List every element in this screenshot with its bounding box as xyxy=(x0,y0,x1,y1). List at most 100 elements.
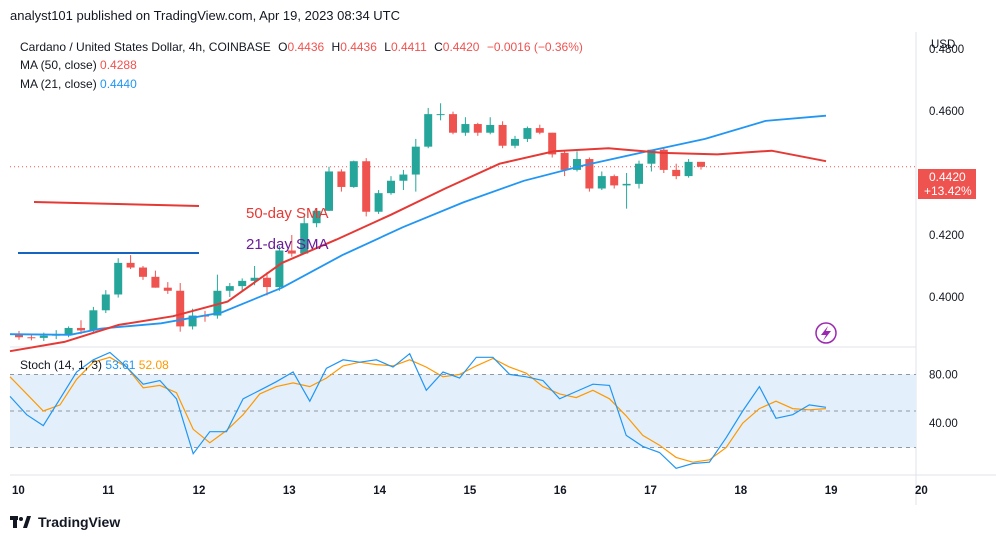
ma21-line xyxy=(9,114,827,336)
candle-body xyxy=(610,176,619,186)
candle-body xyxy=(399,174,408,181)
candle xyxy=(697,161,705,170)
candle-body xyxy=(424,114,433,147)
candle-body xyxy=(362,161,371,212)
candle-body xyxy=(27,337,36,339)
price-tick-label: 0.4200 xyxy=(929,230,964,242)
candle xyxy=(89,306,98,333)
close-value: 0.4420 xyxy=(442,40,480,54)
candle xyxy=(622,173,631,209)
candle xyxy=(374,190,383,214)
candle-body xyxy=(312,210,321,224)
candle-body xyxy=(126,262,135,268)
candle xyxy=(411,138,420,192)
candle-body xyxy=(684,161,693,177)
candle xyxy=(287,234,296,257)
candle-body xyxy=(300,223,309,254)
ma50-label: MA (50, close) xyxy=(20,58,97,72)
candle xyxy=(672,163,681,180)
last-price-value: 0.4420 xyxy=(929,170,966,184)
candle xyxy=(163,282,172,294)
candle-body xyxy=(523,128,532,139)
candle-body xyxy=(114,262,123,295)
candle xyxy=(635,160,643,189)
open-label: O xyxy=(278,40,288,54)
annotation-label-21: 21-day SMA xyxy=(246,236,329,253)
stoch-tick-label: 40.00 xyxy=(929,418,958,430)
candle-body xyxy=(225,286,234,291)
candle xyxy=(114,258,123,298)
annotation-label-50: 50-day SMA xyxy=(246,205,329,222)
candle-body xyxy=(473,124,482,133)
candle xyxy=(387,176,395,195)
candle-body xyxy=(585,159,594,189)
stoch-tick-label: 80.00 xyxy=(929,369,958,381)
candle xyxy=(349,160,358,188)
candle xyxy=(139,265,147,280)
candle xyxy=(511,135,519,149)
stoch-legend[interactable]: Stoch (14, 1, 3) 53.61 52.08 xyxy=(20,358,169,372)
close-label: C xyxy=(434,40,443,54)
stoch-k-value: 53.61 xyxy=(105,358,136,372)
stoch-d-value: 52.08 xyxy=(138,358,169,372)
time-tick-label: 14 xyxy=(373,485,386,497)
candle xyxy=(560,151,569,177)
candle xyxy=(473,122,482,136)
candle xyxy=(523,126,532,143)
candle xyxy=(176,283,185,332)
candle-body xyxy=(238,280,247,287)
candle xyxy=(449,111,457,135)
candle-body xyxy=(101,294,110,311)
candle xyxy=(188,308,197,330)
tradingview-logo-icon xyxy=(10,516,31,528)
ma50-value: 0.4288 xyxy=(100,58,137,72)
candle-body xyxy=(635,163,643,184)
stoch-d-line xyxy=(9,356,827,463)
candle xyxy=(535,124,544,135)
candle-body xyxy=(461,124,470,133)
candle xyxy=(362,158,371,217)
axes: 0.4800 0.4600 0.4200 0.4000 80.00 40.00 10 11 12… xyxy=(12,44,964,497)
candle-body xyxy=(213,290,222,316)
candle-body xyxy=(511,138,519,146)
candle-body xyxy=(560,152,569,170)
ma50-legend[interactable]: MA (50, close) 0.4288 xyxy=(20,58,137,72)
lightning-icon[interactable] xyxy=(815,322,837,344)
candle xyxy=(573,151,581,172)
candle-body xyxy=(250,277,259,281)
candle-body xyxy=(349,161,358,187)
candle xyxy=(101,290,110,314)
candle-body xyxy=(374,193,383,212)
candle xyxy=(424,107,433,149)
symbol-name: Cardano / United States Dollar, 4h, COIN… xyxy=(20,40,271,54)
time-tick-label: 12 xyxy=(193,485,206,497)
candle-body xyxy=(64,327,73,335)
last-price-change: +13.42% xyxy=(924,184,972,198)
ma21-legend[interactable]: MA (21, close) 0.4440 xyxy=(20,77,137,91)
candle xyxy=(647,149,656,172)
currency-label: USD xyxy=(931,39,955,51)
ma21-value: 0.4440 xyxy=(100,77,137,91)
candle xyxy=(300,215,309,254)
candle xyxy=(548,132,557,158)
open-value: 0.4436 xyxy=(287,40,325,54)
candle xyxy=(151,270,160,288)
candle xyxy=(15,331,23,340)
time-tick-label: 15 xyxy=(464,485,477,497)
time-tick-label: 18 xyxy=(734,485,747,497)
candle-body xyxy=(622,183,631,186)
candle-body xyxy=(15,334,23,338)
candle-body xyxy=(672,169,681,177)
candle xyxy=(436,103,445,121)
high-value: 0.4436 xyxy=(340,40,377,54)
candle-body xyxy=(89,310,98,331)
footer-brand[interactable]: TradingView xyxy=(10,514,120,530)
candle-body xyxy=(573,159,581,170)
price-pane xyxy=(9,103,827,353)
brand-name: TradingView xyxy=(38,514,121,530)
candle-body xyxy=(39,335,48,338)
time-tick-label: 11 xyxy=(102,485,115,497)
annotation-line-50 xyxy=(33,201,200,207)
candle-body xyxy=(77,327,85,331)
